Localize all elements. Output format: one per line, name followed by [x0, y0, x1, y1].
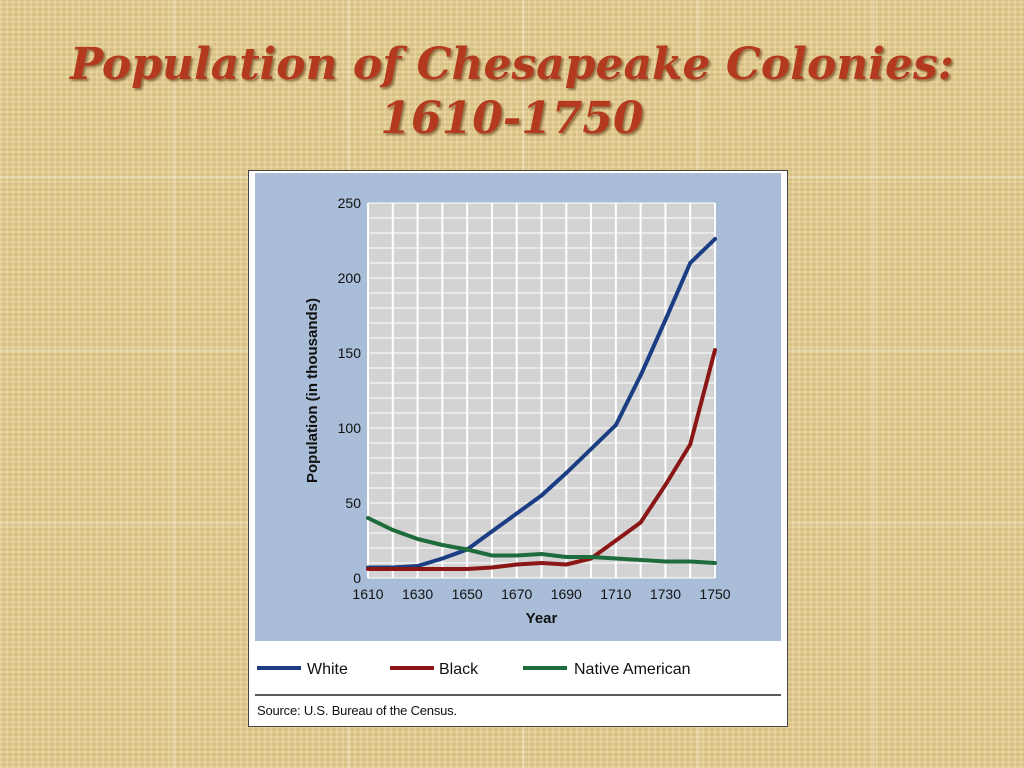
legend-label-native-american: Native American: [574, 661, 691, 678]
slide-title: Population of Chesapeake Colonies: 1610-…: [69, 39, 955, 144]
x-tick-label: 1650: [452, 586, 483, 602]
y-tick-label: 50: [345, 495, 361, 511]
y-axis-label: Population (in thousands): [304, 298, 321, 483]
x-tick-label: 1730: [650, 586, 681, 602]
legend-label-black: Black: [439, 661, 479, 678]
series-line-native-american: [366, 516, 717, 565]
x-tick-label: 1710: [600, 586, 631, 602]
legend-label-white: White: [307, 661, 348, 678]
series-line-white: [366, 237, 717, 570]
y-tick-label: 150: [338, 345, 362, 361]
x-tick-label: 1690: [551, 586, 582, 602]
source-note: Source: U.S. Bureau of the Census.: [257, 703, 457, 718]
x-tick-label: 1750: [699, 586, 730, 602]
x-axis-label: Year: [526, 610, 558, 627]
chart-frame: 0 50 100 150 200 250 1610 1630 1650 1670 1690 1710 1…: [248, 170, 788, 727]
x-tick-label: 1630: [402, 586, 433, 602]
y-tick-label: 0: [353, 570, 361, 586]
population-line-chart: 0 50 100 150 200 250 1610 1630 1650 1670 1690 1710 1…: [255, 173, 781, 696]
y-tick-label: 200: [338, 270, 362, 286]
x-tick-label: 1610: [352, 586, 383, 602]
y-tick-label: 100: [338, 420, 362, 436]
series-line-black: [366, 348, 717, 571]
x-tick-label: 1670: [501, 586, 532, 602]
y-tick-label: 250: [338, 195, 362, 211]
